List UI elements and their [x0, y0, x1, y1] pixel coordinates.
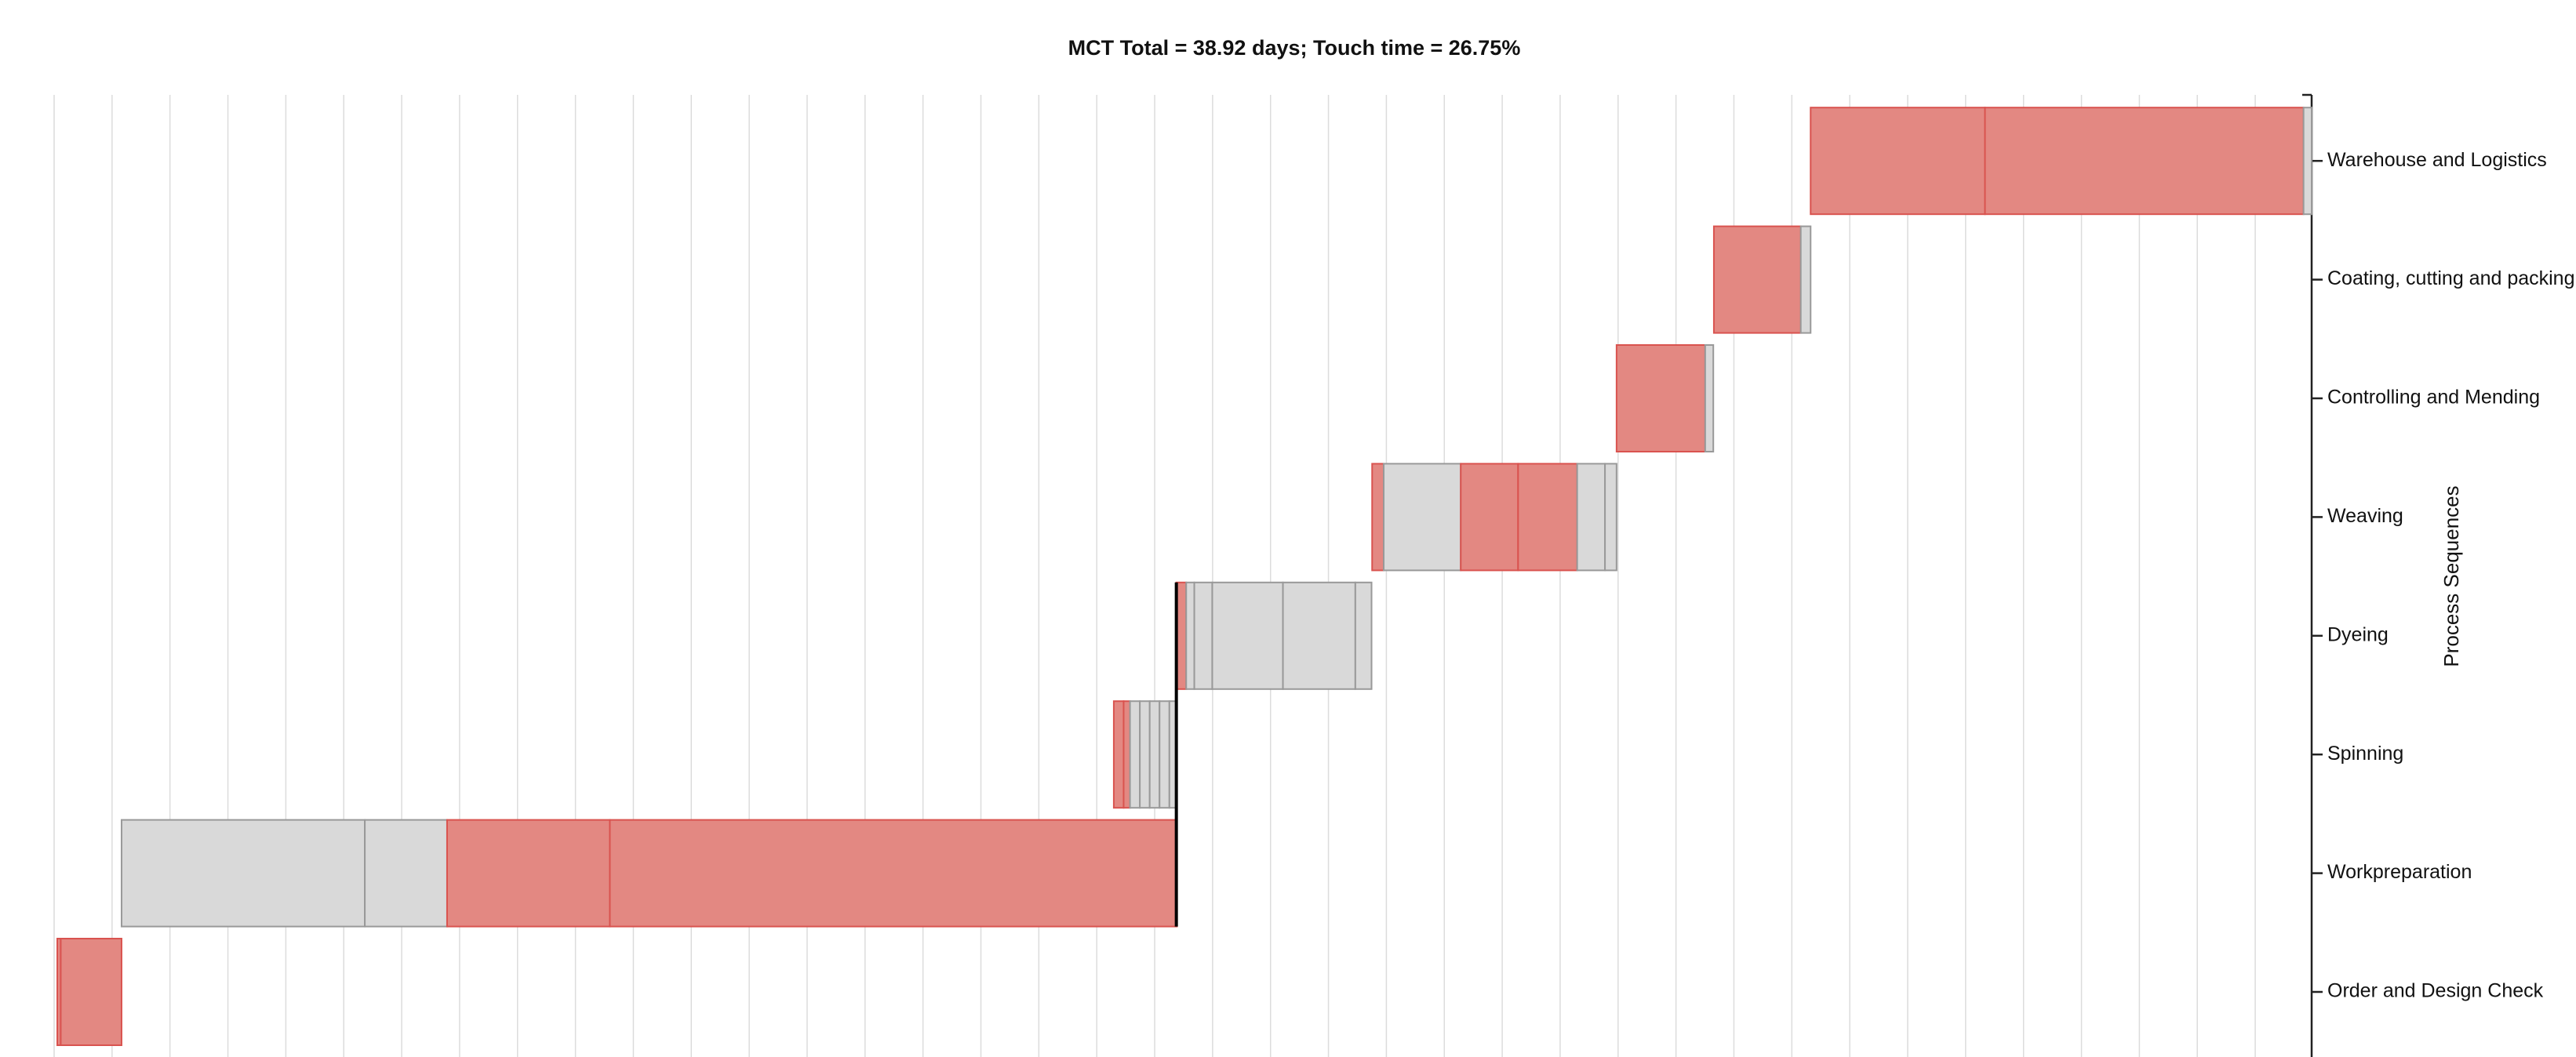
y-tick-label: Order and Design Check — [2327, 980, 2544, 1002]
y-tick-label: Controlling and Mending — [2327, 387, 2540, 409]
y-tick-label: Coating, cutting and packing — [2327, 267, 2575, 289]
wait-segment — [1139, 700, 1151, 809]
wait-segment — [2302, 107, 2312, 216]
touch-segment — [60, 938, 122, 1046]
wait-segment — [1148, 700, 1161, 809]
wait-segment — [1383, 463, 1462, 572]
wait-segment — [364, 819, 448, 928]
wait-segment — [1576, 463, 1606, 572]
wait-segment — [1799, 225, 1812, 334]
touch-segment — [1460, 463, 1519, 572]
y-tick-label: Dyeing — [2327, 623, 2389, 645]
wait-segment — [1604, 463, 1617, 572]
touch-segment — [446, 819, 611, 928]
y-tick-label: Spinning — [2327, 743, 2403, 765]
chart-title: MCT Total = 38.92 days; Touch time = 26.… — [1068, 36, 1521, 60]
touch-segment — [1371, 463, 1385, 572]
wait-segment — [1193, 581, 1213, 690]
wait-segment — [1185, 581, 1195, 690]
wait-segment — [1211, 581, 1284, 690]
touch-segment — [1112, 700, 1125, 809]
wait-segment — [1159, 700, 1170, 809]
y-axis-label: Process Sequences — [2440, 485, 2463, 667]
y-tick-label: Warehouse and Logistics — [2327, 149, 2547, 171]
y-tick-label: Weaving — [2327, 505, 2403, 527]
touch-segment — [1712, 225, 1802, 334]
touch-segment — [1984, 107, 2305, 216]
touch-segment — [1122, 700, 1131, 809]
touch-segment — [1810, 107, 1986, 216]
touch-segment — [1517, 463, 1578, 572]
touch-segment — [609, 819, 1178, 928]
wait-segment — [1129, 700, 1141, 809]
y-tick-label: Workpreparation — [2327, 861, 2472, 883]
wait-segment — [1282, 581, 1356, 690]
wait-segment — [1704, 344, 1715, 452]
wait-segment — [120, 819, 366, 928]
wait-segment — [1354, 581, 1373, 690]
touch-segment — [1615, 344, 1706, 452]
